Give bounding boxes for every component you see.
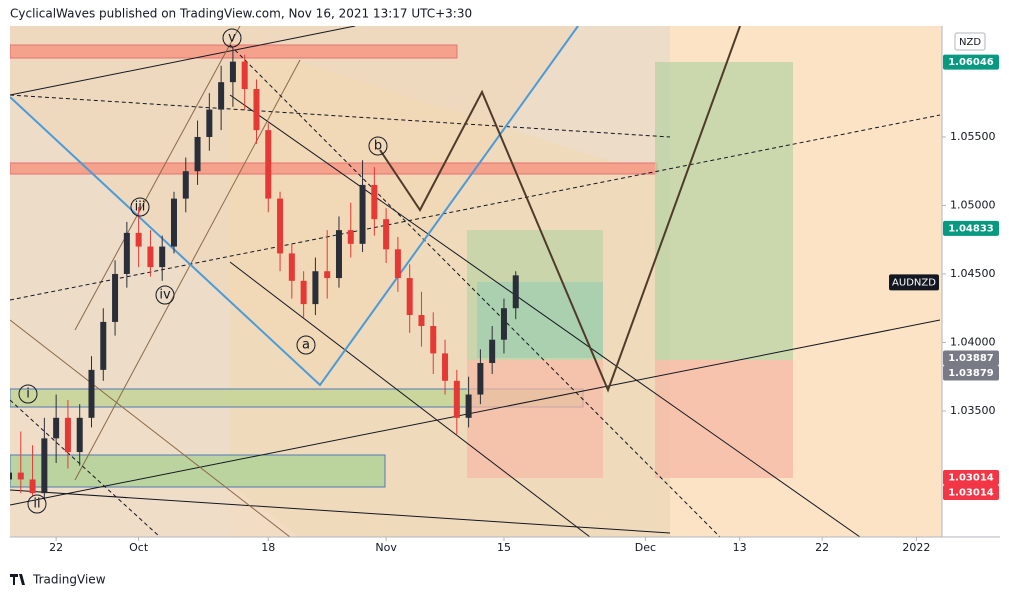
y-tick-label: 1.03500: [950, 404, 996, 417]
candle-body: [489, 339, 496, 364]
candle-body: [465, 394, 472, 418]
candle-body: [206, 109, 213, 137]
candle-body: [170, 198, 177, 247]
price-label-box: [943, 365, 999, 381]
candle-body: [17, 472, 24, 480]
price-label-box: [943, 470, 999, 486]
candle-body: [182, 171, 189, 199]
y-tick-label: 1.05500: [950, 130, 996, 143]
price-label: 1.03014: [948, 488, 994, 499]
candle-body: [41, 438, 48, 494]
candle-body: [512, 275, 519, 309]
candle-body: [324, 271, 331, 279]
candle-body: [229, 61, 236, 83]
candle-body: [288, 253, 295, 281]
candle-body: [347, 230, 354, 244]
price-label-box: [943, 485, 999, 501]
wave-label: i: [26, 387, 30, 402]
candle-body: [194, 136, 201, 172]
candle-body: [253, 89, 260, 131]
candle-body: [500, 308, 507, 340]
candle-body: [477, 363, 484, 395]
candle-body: [100, 321, 107, 370]
candle-body: [442, 353, 449, 381]
candle-body: [300, 280, 307, 305]
wave-label: iv: [159, 288, 171, 303]
wave-label: b: [374, 139, 382, 154]
footer: TradingView: [32, 573, 106, 587]
y-tick-label: 1.05000: [950, 198, 996, 211]
candle-body: [76, 417, 83, 453]
x-tick-label: Nov: [375, 541, 397, 554]
candle-body: [241, 61, 248, 90]
price-label: 1.03879: [948, 368, 994, 379]
candle-body: [453, 380, 460, 418]
header: CyclicalWaves published on TradingView.c…: [10, 7, 472, 21]
candle-body: [123, 232, 130, 274]
candle-body: [406, 278, 413, 316]
x-tick-label: Oct: [129, 541, 149, 554]
symbol-label-box: [889, 274, 939, 291]
candle-body: [371, 184, 378, 220]
wave-label: v: [228, 31, 236, 46]
price-label: 1.03887: [948, 353, 994, 364]
price-label: 1.06046: [948, 57, 994, 68]
x-tick-label: 15: [497, 541, 511, 554]
candle-body: [335, 230, 342, 279]
x-tick-label: 22: [49, 541, 63, 554]
wave-label: ii: [33, 497, 40, 512]
currency-box: [954, 32, 986, 51]
candle-body: [10, 472, 12, 480]
candle-body: [359, 184, 366, 244]
candle-body: [88, 369, 95, 418]
y-tick-label: 1.04000: [950, 335, 996, 348]
y-tick-label: 1.04500: [950, 267, 996, 280]
footer-logo: TradingView: [10, 573, 106, 587]
symbol-label: AUDNZD: [892, 277, 936, 288]
price-label: 1.04833: [948, 223, 994, 234]
candle-body: [394, 249, 401, 279]
candle-body: [135, 232, 142, 247]
wave-label: a: [302, 338, 310, 353]
x-tick-label: 2022: [902, 541, 930, 554]
candle-body: [112, 273, 119, 322]
price-label-box: [943, 350, 999, 366]
candle-body: [418, 315, 425, 327]
candle-body: [265, 130, 272, 199]
x-tick-label: 22: [815, 541, 829, 554]
candle-body: [29, 479, 36, 494]
wave-labels: v iii iv i ii a b: [18, 28, 388, 514]
price-label-box: [943, 54, 999, 70]
price-label: 1.03014: [948, 473, 994, 484]
candle-body: [383, 219, 390, 250]
candle-body: [159, 246, 166, 268]
candle-body: [430, 326, 437, 354]
drawings: [10, 26, 942, 537]
candle-body: [147, 246, 154, 268]
price-label-box: [943, 220, 999, 236]
candle-body: [64, 417, 71, 453]
currency: NZD: [959, 37, 981, 48]
wave-label: iii: [135, 200, 146, 215]
candle-body: [277, 198, 284, 254]
candle-body: [218, 82, 225, 110]
x-tick-label: Dec: [635, 541, 656, 554]
candles: [10, 47, 519, 501]
x-tick-label: 13: [733, 541, 747, 554]
x-tick-label: 18: [261, 541, 275, 554]
candle-body: [53, 417, 60, 439]
candle-body: [312, 271, 319, 305]
